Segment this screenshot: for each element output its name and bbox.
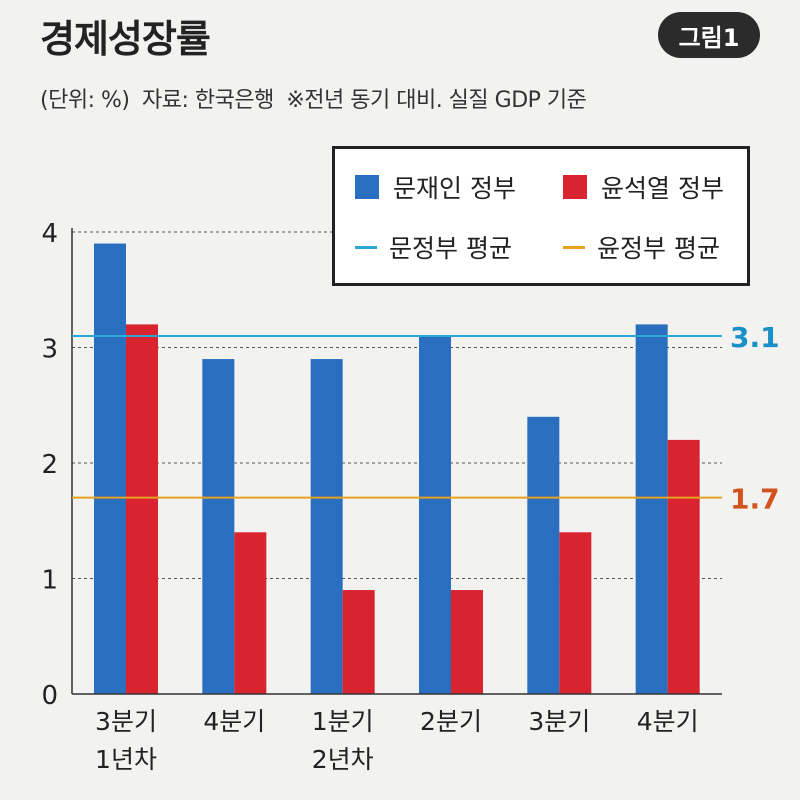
x-tick-label: 3분기 bbox=[95, 707, 157, 736]
legend-label-yoon-avg: 윤정부 평균 bbox=[597, 234, 720, 263]
x-tick-label: 2분기 bbox=[420, 707, 482, 736]
unit-note: (단위: %) bbox=[40, 88, 130, 113]
y-tick-label: 4 bbox=[41, 219, 58, 249]
source-note: 자료: 한국은행 bbox=[141, 88, 274, 113]
bar-yoon bbox=[667, 439, 700, 694]
y-tick-label: 2 bbox=[41, 450, 58, 480]
legend-label-yoon: 윤석열 정부 bbox=[601, 174, 724, 203]
x-tick-label: 4분기 bbox=[637, 707, 699, 736]
y-tick-label: 1 bbox=[41, 566, 58, 596]
bar-moon bbox=[94, 243, 126, 695]
bar-moon bbox=[202, 359, 235, 694]
legend-label-moon: 문재인 정부 bbox=[393, 174, 516, 203]
bar-yoon bbox=[342, 590, 375, 694]
x-tick-label: 1분기 bbox=[312, 707, 374, 736]
bar-moon bbox=[635, 324, 668, 694]
legend-swatch-yoon bbox=[563, 175, 587, 199]
yoon-average-label: 1.7 bbox=[730, 483, 780, 516]
bar-yoon bbox=[234, 532, 267, 694]
legend-line-yoon-avg bbox=[563, 245, 585, 249]
bar-moon bbox=[310, 359, 343, 694]
bar-yoon bbox=[451, 590, 483, 694]
y-tick-label: 0 bbox=[41, 681, 58, 711]
y-tick-label: 3 bbox=[41, 335, 58, 365]
legend-swatch-moon bbox=[355, 175, 379, 199]
legend-item-moon-avg: 문정부 평균 bbox=[355, 229, 512, 265]
legend-label-moon-avg: 문정부 평균 bbox=[389, 234, 512, 263]
moon-average-label: 3.1 bbox=[730, 321, 780, 354]
legend-item-yoon: 윤석열 정부 bbox=[563, 169, 724, 205]
bar-moon bbox=[419, 335, 451, 694]
chart-title: 경제성장률 bbox=[40, 17, 211, 61]
figure-badge: 그림1 bbox=[658, 12, 760, 58]
x-tick-label: 2년차 bbox=[312, 745, 374, 774]
bar-yoon bbox=[126, 324, 158, 694]
legend-line-moon-avg bbox=[355, 245, 377, 249]
legend-item-yoon-avg: 윤정부 평균 bbox=[563, 229, 720, 265]
chart-subtitle: (단위: %) 자료: 한국은행 ※전년 동기 대비. 실질 GDP 기준 bbox=[40, 82, 592, 114]
basis-note: ※전년 동기 대비. 실질 GDP 기준 bbox=[286, 88, 587, 113]
x-tick-label: 3분기 bbox=[528, 707, 590, 736]
bar-moon bbox=[527, 416, 560, 694]
legend-item-moon: 문재인 정부 bbox=[355, 169, 516, 205]
bar-yoon bbox=[559, 532, 592, 694]
x-tick-label: 4분기 bbox=[203, 707, 265, 736]
x-tick-label: 1년차 bbox=[95, 745, 157, 774]
legend: 문재인 정부 윤석열 정부 문정부 평균 윤정부 평균 bbox=[332, 146, 750, 286]
